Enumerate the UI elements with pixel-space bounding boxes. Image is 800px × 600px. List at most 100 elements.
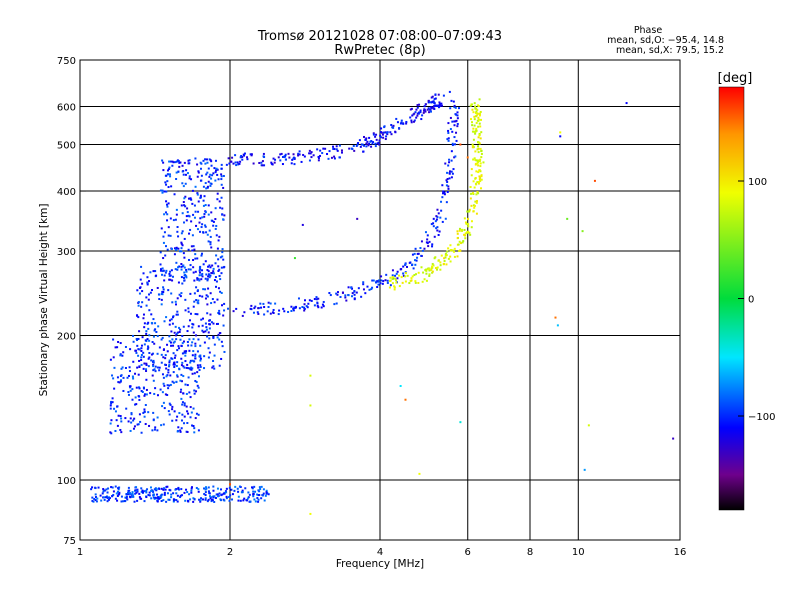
data-point: [388, 286, 391, 289]
data-point: [587, 424, 590, 427]
data-point: [447, 139, 450, 142]
data-point: [217, 287, 220, 290]
data-point: [473, 206, 476, 209]
data-point: [168, 413, 171, 416]
data-point: [223, 265, 226, 268]
data-point: [188, 232, 191, 235]
data-point: [147, 346, 150, 349]
data-point: [142, 355, 145, 358]
data-point: [138, 348, 141, 351]
data-point: [176, 310, 179, 313]
data-point: [210, 211, 213, 214]
data-point: [153, 497, 156, 500]
data-point: [177, 235, 180, 238]
data-point: [191, 249, 194, 252]
data-point: [196, 257, 199, 260]
data-point: [166, 384, 169, 387]
data-point: [221, 493, 224, 496]
data-point: [169, 175, 172, 178]
data-point: [479, 176, 482, 179]
data-point: [252, 311, 255, 314]
data-point: [146, 283, 149, 286]
data-point: [201, 252, 204, 255]
data-point: [191, 359, 194, 362]
data-point: [477, 141, 480, 144]
data-point: [409, 116, 412, 119]
data-point: [455, 119, 458, 122]
data-point: [339, 295, 342, 298]
data-point: [173, 363, 176, 366]
data-point: [213, 367, 216, 370]
data-point: [453, 136, 456, 139]
data-point: [433, 257, 436, 260]
data-point: [358, 139, 361, 142]
data-point: [162, 161, 165, 164]
data-point: [435, 104, 438, 107]
data-point: [135, 337, 138, 340]
data-point: [186, 384, 189, 387]
data-point: [190, 487, 193, 490]
data-point: [344, 296, 347, 299]
data-point: [370, 145, 373, 148]
data-point: [404, 275, 407, 278]
data-point: [196, 193, 199, 196]
data-point: [344, 294, 347, 297]
data-point: [164, 271, 167, 274]
data-point: [205, 273, 208, 276]
data-point: [394, 277, 397, 280]
data-point: [477, 125, 480, 128]
data-point: [410, 107, 413, 110]
data-point: [194, 313, 197, 316]
data-point: [414, 247, 417, 250]
data-point: [422, 271, 425, 274]
data-point: [215, 493, 218, 496]
data-point: [137, 423, 140, 426]
data-point: [458, 227, 461, 230]
data-point: [321, 303, 324, 306]
data-point: [222, 174, 225, 177]
data-point: [391, 274, 394, 277]
data-point: [242, 499, 245, 502]
data-point: [480, 156, 483, 159]
data-point: [412, 120, 415, 123]
data-point: [205, 173, 208, 176]
data-point: [583, 468, 586, 471]
data-point: [90, 488, 93, 491]
data-point: [193, 248, 196, 251]
data-point: [158, 346, 161, 349]
data-point: [207, 331, 210, 334]
data-point: [187, 258, 190, 261]
data-point: [278, 309, 281, 312]
data-point: [399, 384, 402, 387]
data-point: [220, 183, 223, 186]
data-point: [195, 381, 198, 384]
data-point: [297, 154, 300, 157]
data-point: [381, 133, 384, 136]
data-point: [477, 151, 480, 154]
data-point: [164, 393, 167, 396]
data-point: [437, 104, 440, 107]
data-point: [189, 292, 192, 295]
data-point: [303, 309, 306, 312]
data-point: [445, 254, 448, 257]
data-point: [192, 338, 195, 341]
data-point: [154, 322, 157, 325]
data-point: [174, 334, 177, 337]
data-point: [197, 488, 200, 491]
data-point: [147, 365, 150, 368]
data-point: [194, 417, 197, 420]
data-point: [429, 110, 432, 113]
data-point: [478, 113, 481, 116]
data-point: [159, 189, 162, 192]
data-point: [172, 371, 175, 374]
data-point: [179, 250, 182, 253]
data-point: [138, 387, 141, 390]
data-point: [110, 400, 113, 403]
data-point: [171, 301, 174, 304]
data-point: [207, 347, 210, 350]
data-point: [101, 492, 104, 495]
data-point: [208, 492, 211, 495]
data-point: [127, 486, 130, 489]
data-point: [155, 274, 158, 277]
data-point: [212, 172, 215, 175]
